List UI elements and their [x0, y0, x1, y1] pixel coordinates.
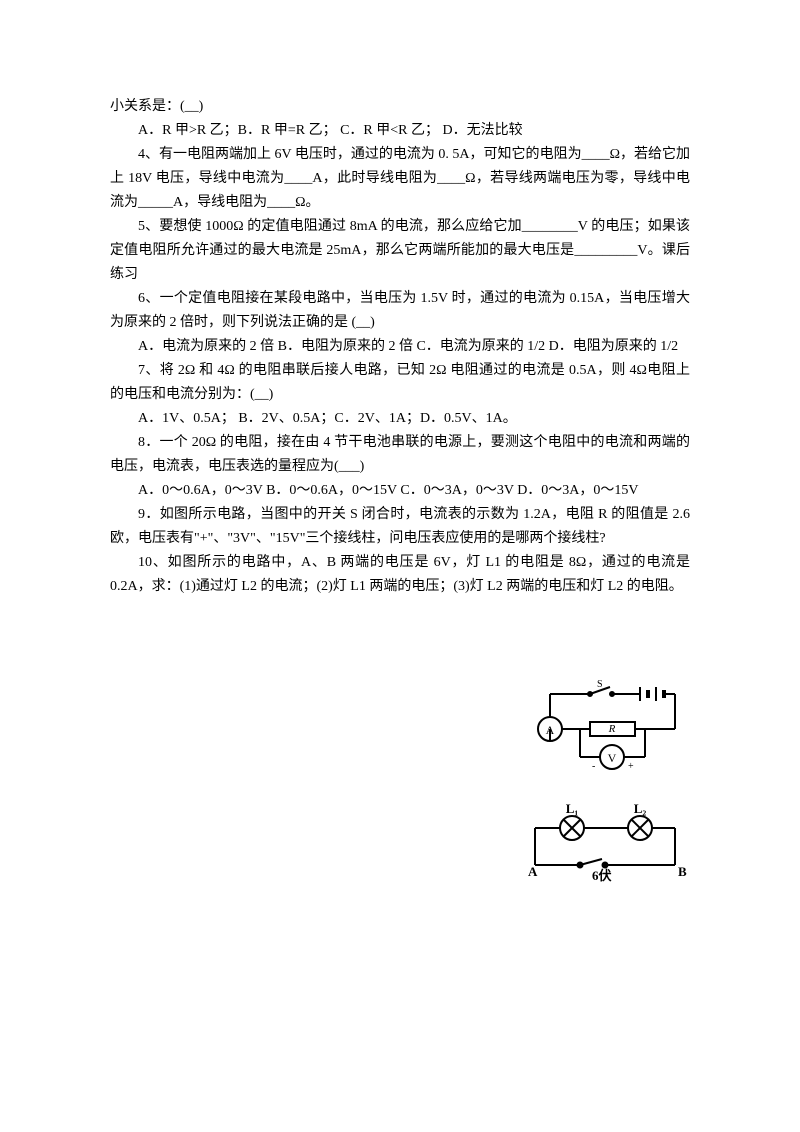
svg-text:A: A — [546, 723, 555, 737]
question-10: 10、如图所示的电路中，A、B 两端的电压是 6V，灯 L1 的电阻是 8Ω，通… — [110, 551, 690, 599]
question-6-options: A．电流为原来的 2 倍 B．电阻为原来的 2 倍 C．电流为原来的 1/2 D… — [110, 335, 690, 359]
svg-text:A: A — [528, 864, 538, 879]
diagrams-container: A R V S - + — [110, 679, 690, 888]
question-8-options: A．0～0.6A，0～3V B．0～0.6A，0～15V C．0～3A，0～3V… — [110, 479, 690, 503]
question-8: 8．一个 20Ω 的电阻，接在由 4 节干电池串联的电源上，要测这个电阻中的电流… — [110, 431, 690, 479]
document-content: 小关系是：(__) A．R 甲>R 乙；B．R 甲=R 乙； C．R 甲<R 乙… — [110, 95, 690, 599]
question-7-options: A．1V、0.5A； B．2V、0.5A；C．2V、1A；D．0.5V、1A。 — [110, 407, 690, 431]
question-4: 4、有一电阻两端加上 6V 电压时，通过的电流为 0. 5A，可知它的电阻为__… — [110, 143, 690, 215]
svg-text:V: V — [608, 751, 617, 765]
svg-text:S: S — [597, 679, 603, 690]
svg-text:L₂: L₂ — [634, 803, 647, 816]
question-5: 5、要想使 1000Ω 的定值电阻通过 8mA 的电流，那么应给它加______… — [110, 215, 690, 287]
circuit-diagram-1: A R V S - + — [520, 679, 690, 779]
svg-text:-: - — [592, 761, 595, 772]
svg-text:+: + — [628, 761, 634, 772]
question-7: 7、将 2Ω 和 4Ω 的电阻串联后接人电路，已知 2Ω 电阻通过的电流是 0.… — [110, 359, 690, 407]
circuit-diagram-2: L₁ L₂ A B 6伏 — [520, 803, 690, 888]
svg-text:B: B — [678, 864, 687, 879]
question-6: 6、一个定值电阻接在某段电路中，当电压为 1.5V 时，通过的电流为 0.15A… — [110, 287, 690, 335]
question-9: 9．如图所示电路，当图中的开关 S 闭合时，电流表的示数为 1.2A，电阻 R … — [110, 503, 690, 551]
svg-text:6伏: 6伏 — [592, 868, 612, 883]
svg-text:R: R — [608, 723, 616, 735]
question-3-options: A．R 甲>R 乙；B．R 甲=R 乙； C．R 甲<R 乙； D．无法比较 — [110, 119, 690, 143]
question-3-continuation: 小关系是：(__) — [110, 95, 690, 119]
svg-text:L₁: L₁ — [566, 803, 579, 816]
